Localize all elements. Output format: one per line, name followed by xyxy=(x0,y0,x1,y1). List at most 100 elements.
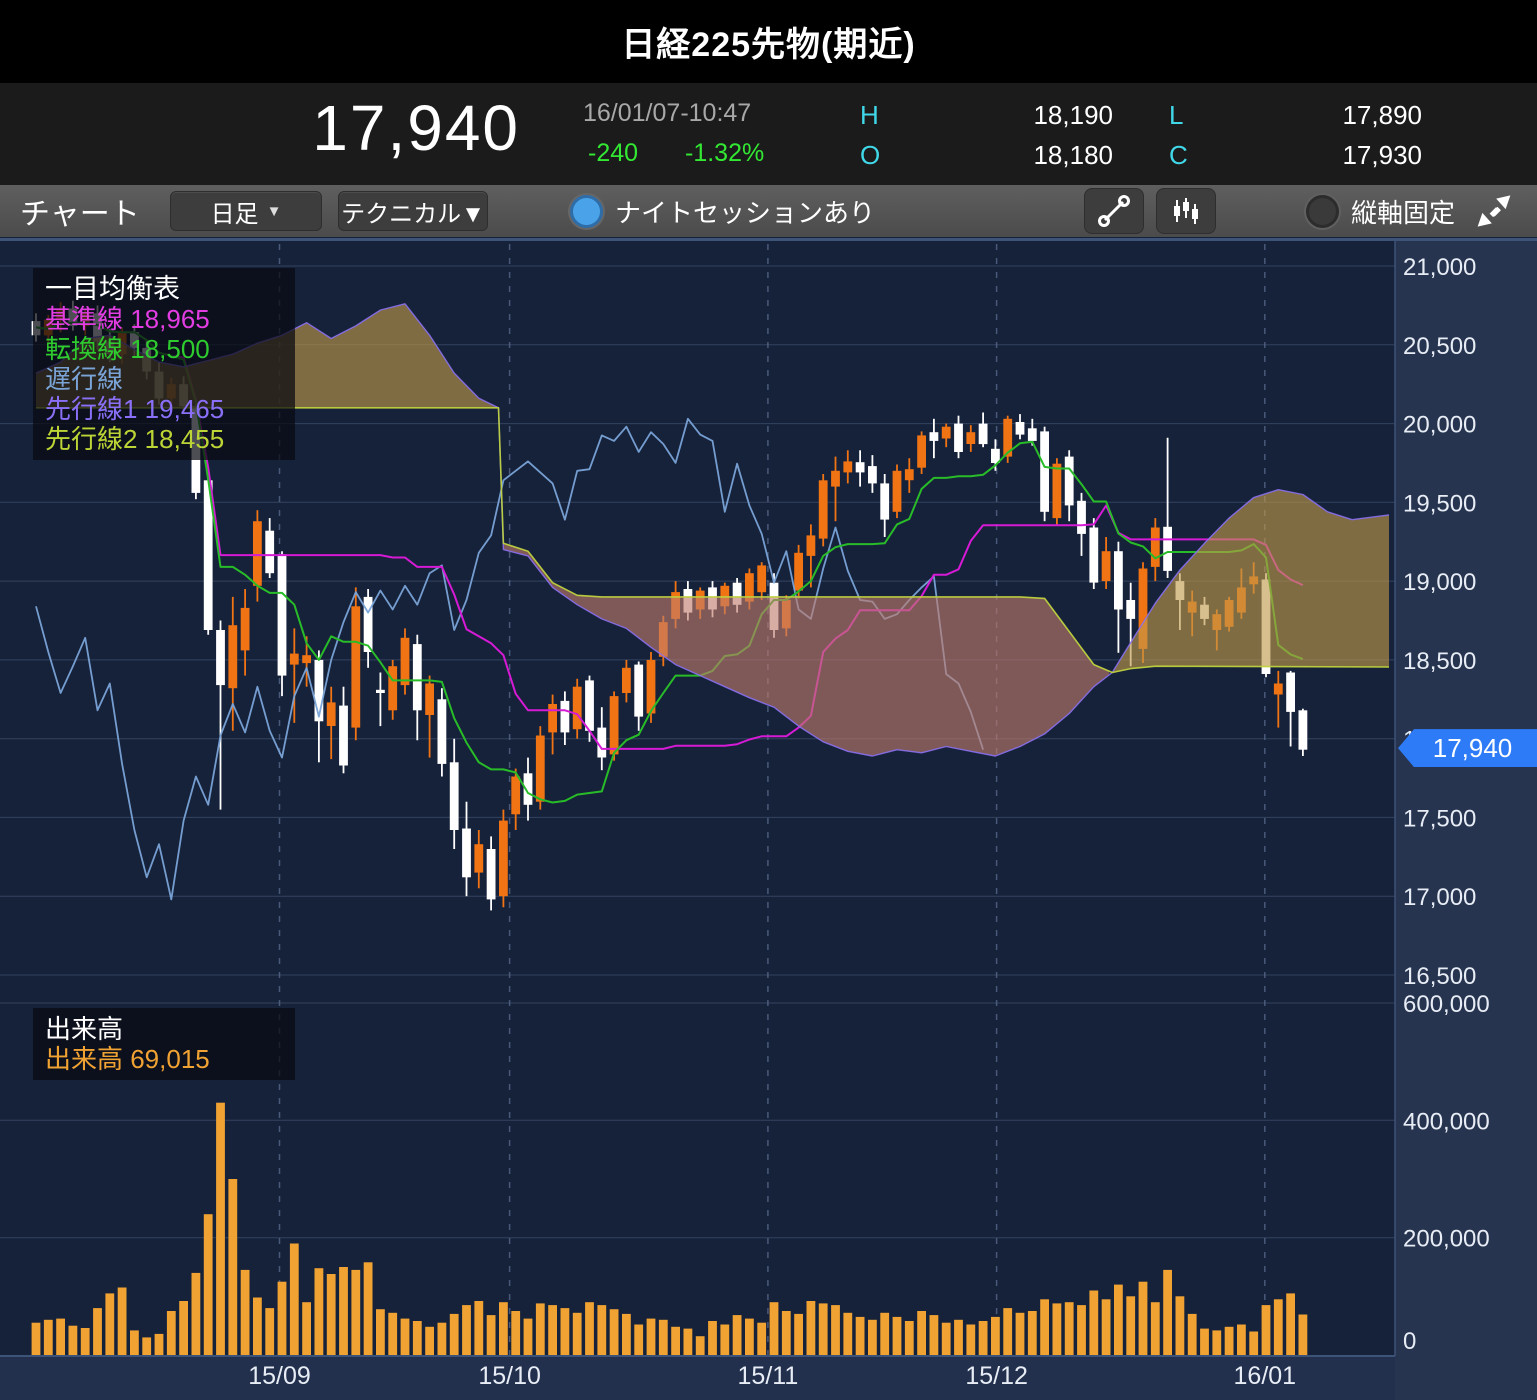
candle xyxy=(1163,526,1172,571)
candle xyxy=(843,461,853,473)
volume-bar xyxy=(745,1318,754,1355)
candle xyxy=(376,689,385,693)
volume-bar xyxy=(1003,1308,1013,1355)
collapse-button[interactable] xyxy=(1465,189,1523,233)
trendline-tool-button[interactable] xyxy=(1083,188,1144,234)
trendline-tool-icon xyxy=(1097,195,1130,227)
chevron-down-icon: ▼ xyxy=(266,202,282,220)
volume-bar xyxy=(302,1302,311,1355)
volume-bar xyxy=(437,1322,447,1355)
candle xyxy=(1027,428,1037,441)
technical-dropdown[interactable]: テクニカル▼ xyxy=(338,191,488,231)
volume-bar xyxy=(1126,1296,1136,1355)
candle xyxy=(609,696,619,755)
volume-bar xyxy=(1200,1328,1209,1355)
candle xyxy=(1114,551,1123,610)
volume-bar xyxy=(1101,1299,1111,1355)
high-value: 18,190 xyxy=(1033,99,1113,130)
axis-lock-toggle[interactable]: 縦軸固定 xyxy=(1305,193,1455,230)
candle xyxy=(1003,418,1013,457)
candle xyxy=(622,667,631,693)
volume-bar xyxy=(991,1316,1000,1355)
volume-bar xyxy=(769,1302,779,1355)
candle xyxy=(351,606,361,728)
volume-bar xyxy=(105,1293,115,1355)
ichimoku-title: 一目均衡表 xyxy=(45,274,180,304)
candle xyxy=(794,552,803,591)
ohlc-grid: H 18,190 L 17,890 O 18,180 C 17,930 xyxy=(860,95,1422,175)
candle xyxy=(339,705,348,766)
low-label: L xyxy=(1169,99,1184,130)
volume-bar xyxy=(351,1269,361,1355)
volume-bar xyxy=(683,1328,693,1355)
current-price-tag: 17,940 xyxy=(1398,729,1537,768)
volume-bar xyxy=(474,1301,484,1355)
volume-bar xyxy=(868,1319,877,1355)
volume-bar xyxy=(806,1301,816,1355)
candle xyxy=(302,655,311,664)
volume-bar xyxy=(954,1319,963,1355)
candle xyxy=(720,585,730,607)
candle xyxy=(1138,568,1148,649)
candle xyxy=(868,466,877,484)
candle xyxy=(216,630,225,686)
volume-bar xyxy=(117,1287,127,1355)
volume-bar xyxy=(314,1268,324,1355)
collapse-icon xyxy=(1477,195,1511,227)
candle xyxy=(203,480,213,630)
candle xyxy=(634,664,644,717)
volume-bar xyxy=(880,1312,890,1355)
volume-bar xyxy=(486,1315,496,1355)
period-dropdown[interactable]: 日足 ▼ xyxy=(170,191,322,231)
x-axis-label: 16/01 xyxy=(1234,1362,1297,1390)
volume-bar xyxy=(523,1318,533,1355)
candle xyxy=(831,470,840,487)
volume-bar xyxy=(179,1301,188,1355)
volume-bar xyxy=(56,1318,65,1355)
volume-bar xyxy=(68,1325,78,1355)
quote-datetime: 16/01/07-10:47 xyxy=(583,99,752,127)
candle xyxy=(1064,456,1074,506)
candle xyxy=(289,653,299,665)
volume-bar xyxy=(904,1321,914,1355)
candle xyxy=(1015,422,1025,435)
night-session-toggle[interactable]: ナイトセッションあり xyxy=(570,193,875,230)
candle xyxy=(462,828,471,878)
volume-bar xyxy=(142,1337,152,1355)
candle xyxy=(425,683,434,715)
volume-bar xyxy=(1237,1324,1246,1355)
volume-bar xyxy=(634,1324,644,1355)
volume-axis-label: 600,000 xyxy=(1403,991,1490,1018)
volume-bar xyxy=(253,1297,262,1355)
volume-bar xyxy=(326,1274,336,1355)
volume-bar xyxy=(388,1312,398,1355)
quote-header: 17,940 16/01/07-10:47 -240 -1.32% H 18,1… xyxy=(0,83,1537,185)
candle xyxy=(991,448,1000,463)
price-axis-label: 17,000 xyxy=(1403,884,1476,911)
volume-bar xyxy=(130,1330,139,1355)
candle xyxy=(240,607,250,651)
chart-canvas[interactable]: 21,00020,50020,00019,50019,00018,50018,0… xyxy=(0,237,1537,1400)
candle xyxy=(314,659,324,722)
volume-bar xyxy=(1138,1281,1148,1355)
candle xyxy=(560,700,570,733)
candle xyxy=(1298,710,1308,750)
candle xyxy=(1040,431,1049,512)
volume-bar xyxy=(1015,1312,1025,1355)
page-title: 日経225先物(期近) xyxy=(621,26,916,64)
candle xyxy=(486,849,496,900)
candle xyxy=(228,625,238,689)
x-axis-label: 15/11 xyxy=(738,1362,799,1390)
candle xyxy=(511,776,521,815)
volume-bar xyxy=(265,1308,275,1355)
candlestick-tool-button[interactable] xyxy=(1155,188,1216,234)
volume-bar xyxy=(818,1303,828,1355)
ichimoku-cloud xyxy=(500,458,1110,756)
candle xyxy=(449,762,459,830)
volume-bar xyxy=(658,1319,668,1355)
volume-bar xyxy=(1224,1326,1234,1355)
candle xyxy=(978,423,988,445)
volume-bar xyxy=(892,1316,902,1355)
volume-bar xyxy=(339,1267,348,1355)
period-dropdown-label: 日足 xyxy=(210,200,259,228)
